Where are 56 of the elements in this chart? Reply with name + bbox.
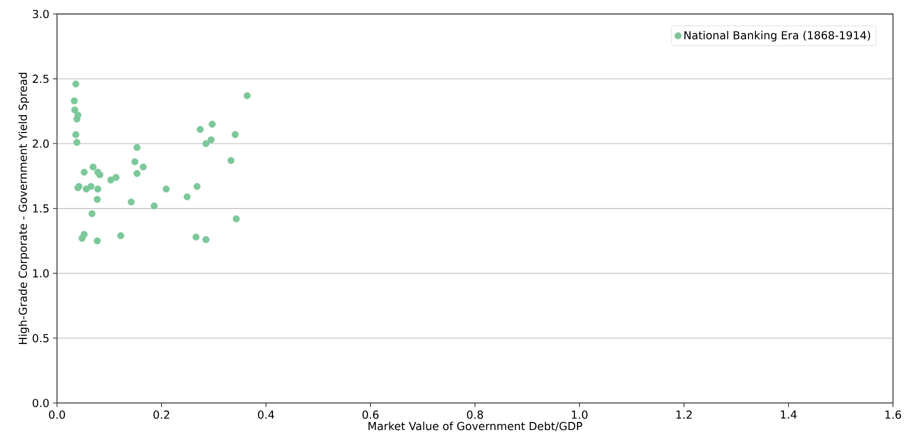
point	[90, 163, 97, 170]
point	[232, 215, 240, 222]
point	[107, 176, 114, 184]
point	[94, 196, 101, 203]
point	[96, 171, 104, 178]
x-tick-label: 1.6	[885, 410, 902, 419]
x-tick-label: 0.2	[153, 410, 170, 419]
y-tick-label: 2.5	[32, 74, 49, 83]
point	[202, 236, 210, 244]
point	[73, 138, 80, 146]
point	[72, 80, 80, 88]
point	[94, 237, 101, 244]
y-tick-label: 3.0	[32, 10, 49, 18]
point	[196, 126, 204, 133]
point	[80, 168, 88, 176]
point	[133, 144, 140, 152]
point	[140, 163, 147, 170]
x-axis-title: Market Value of Government Debt/GDP	[368, 422, 582, 432]
point	[87, 182, 94, 190]
y-tick-label: 1.5	[33, 204, 49, 213]
x-tick-label: 1.2	[676, 410, 692, 419]
point	[192, 234, 200, 241]
x-tick-label: 0.4	[258, 410, 274, 419]
x-tick-label: 0.6	[362, 410, 379, 419]
legend-label: National Banking Era (1868-1914)	[684, 30, 870, 42]
point	[72, 131, 80, 138]
point	[88, 210, 96, 218]
point	[71, 106, 78, 114]
point	[194, 182, 201, 190]
point	[131, 158, 138, 166]
point	[80, 230, 88, 238]
point	[208, 120, 216, 128]
y-tick-label: 0.0	[32, 398, 49, 408]
x-tick-label: 0.0	[48, 410, 66, 419]
y-tick-label: 1.0	[33, 269, 49, 278]
y-tick-label: 2.0	[32, 140, 49, 148]
point	[133, 170, 140, 177]
point	[208, 136, 215, 144]
point	[227, 157, 234, 164]
y-tick-label: 0.5	[32, 334, 49, 342]
point	[70, 97, 78, 104]
point	[202, 140, 210, 148]
point	[244, 92, 251, 100]
x-tick-label: 1.4	[780, 410, 797, 419]
point	[150, 202, 158, 210]
point	[94, 186, 102, 193]
point	[117, 232, 124, 240]
point	[128, 198, 135, 206]
y-axis-title: High-Grade Corporate - Government Yield Spread	[18, 72, 30, 344]
point	[74, 112, 82, 119]
x-tick-label: 1.0	[572, 410, 588, 419]
x-tick-label: 0.8	[466, 410, 483, 419]
point	[112, 174, 120, 181]
point	[162, 186, 170, 193]
point	[232, 131, 239, 138]
point	[184, 193, 191, 200]
